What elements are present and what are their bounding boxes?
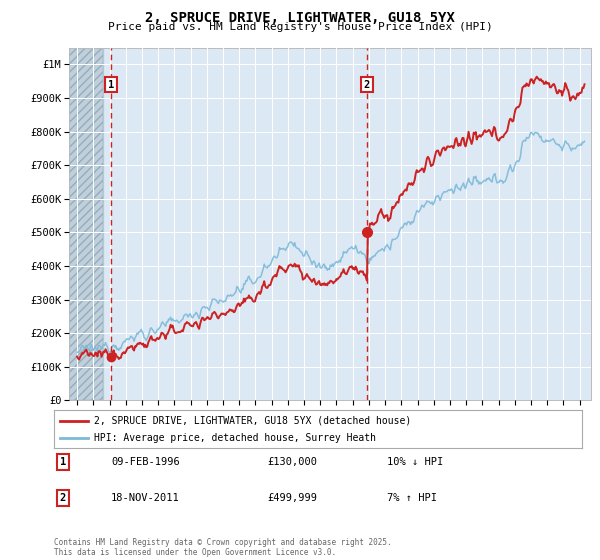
Text: 1: 1 [60, 457, 66, 467]
Bar [69, 48, 103, 400]
Text: Price paid vs. HM Land Registry's House Price Index (HPI): Price paid vs. HM Land Registry's House … [107, 22, 493, 32]
Text: 2: 2 [60, 493, 66, 503]
Text: 2, SPRUCE DRIVE, LIGHTWATER, GU18 5YX (detached house): 2, SPRUCE DRIVE, LIGHTWATER, GU18 5YX (d… [94, 416, 411, 426]
Text: 2, SPRUCE DRIVE, LIGHTWATER, GU18 5YX: 2, SPRUCE DRIVE, LIGHTWATER, GU18 5YX [145, 11, 455, 25]
Text: 18-NOV-2011: 18-NOV-2011 [111, 493, 180, 503]
Text: 09-FEB-1996: 09-FEB-1996 [111, 457, 180, 467]
Text: 10% ↓ HPI: 10% ↓ HPI [387, 457, 443, 467]
Text: 1: 1 [108, 80, 114, 90]
Text: HPI: Average price, detached house, Surrey Heath: HPI: Average price, detached house, Surr… [94, 433, 376, 444]
Text: Contains HM Land Registry data © Crown copyright and database right 2025.
This d: Contains HM Land Registry data © Crown c… [54, 538, 392, 557]
Text: £130,000: £130,000 [267, 457, 317, 467]
Text: £499,999: £499,999 [267, 493, 317, 503]
Text: 7% ↑ HPI: 7% ↑ HPI [387, 493, 437, 503]
Bar [69, 48, 103, 400]
Text: 2: 2 [364, 80, 370, 90]
